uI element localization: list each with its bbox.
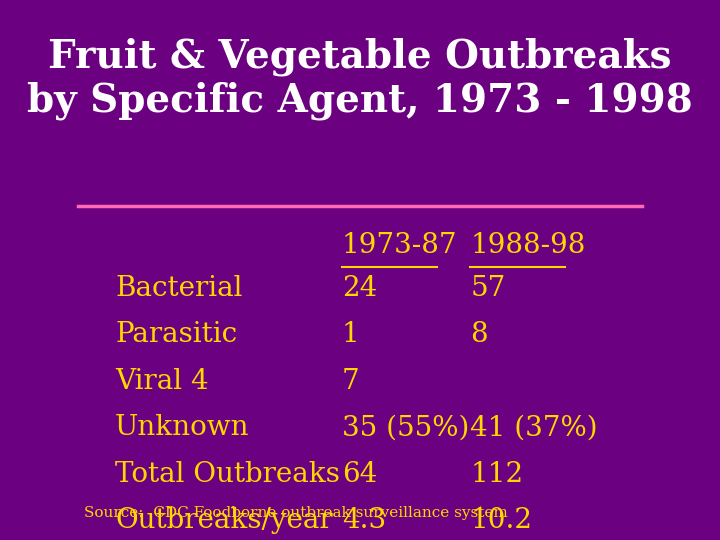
Text: 112: 112 (470, 461, 523, 488)
Text: 8: 8 (470, 321, 488, 348)
Text: 10.2: 10.2 (470, 507, 532, 534)
Text: Fruit & Vegetable Outbreaks
by Specific Agent, 1973 - 1998: Fruit & Vegetable Outbreaks by Specific … (27, 37, 693, 120)
Text: 24: 24 (341, 275, 377, 302)
Text: 1988-98: 1988-98 (470, 232, 585, 259)
Text: Viral 4: Viral 4 (115, 368, 209, 395)
Text: Total Outbreaks: Total Outbreaks (115, 461, 340, 488)
Text: Bacterial: Bacterial (115, 275, 243, 302)
Text: 7: 7 (341, 368, 359, 395)
Text: 41 (37%): 41 (37%) (470, 414, 598, 441)
Text: 35 (55%): 35 (55%) (341, 414, 469, 441)
Text: Source:  CDC Foodborne outbreak surveillance system: Source: CDC Foodborne outbreak surveilla… (84, 507, 508, 521)
Text: 57: 57 (470, 275, 505, 302)
Text: 4.3: 4.3 (341, 507, 386, 534)
Text: 1973-87: 1973-87 (341, 232, 457, 259)
Text: 1: 1 (341, 321, 359, 348)
Text: Outbreaks/year: Outbreaks/year (115, 507, 333, 534)
Text: Unknown: Unknown (115, 414, 250, 441)
Text: Parasitic: Parasitic (115, 321, 237, 348)
Text: 64: 64 (341, 461, 377, 488)
